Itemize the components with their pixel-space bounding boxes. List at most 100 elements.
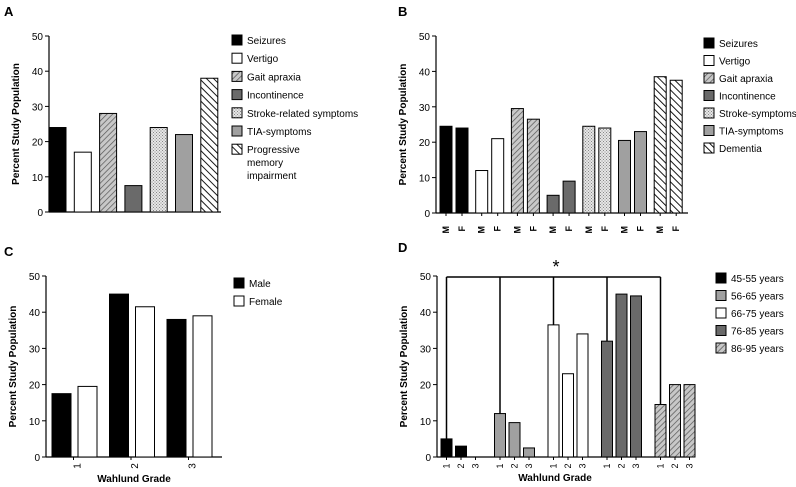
panel-d-x-tick-label: 3	[685, 463, 695, 468]
panel-d-bar	[508, 422, 521, 458]
panel-c-bar	[166, 318, 187, 458]
panel-c-y-tick-label: 20	[29, 381, 41, 392]
panel-a-y-tick-label: 0	[37, 208, 43, 219]
panel-b-bar	[582, 125, 596, 214]
panel-d-legend-label: 76-85 years	[731, 327, 784, 338]
panel-c-legend-label: Male	[249, 279, 271, 290]
panel-b-x-tick-label: M	[655, 226, 665, 234]
panel-b-x-tick-label: F	[564, 226, 574, 232]
panel-b-legend-swatch	[703, 37, 715, 49]
panel-a-bar	[73, 151, 92, 213]
panel-b-x-tick-label: M	[548, 226, 558, 234]
panel-d-bar	[523, 447, 535, 458]
panel-a-legend-swatch	[231, 52, 243, 64]
panel-b-bar	[669, 79, 683, 214]
panel-d-letter: D	[398, 240, 407, 255]
panel-b-x-tick-label: M	[512, 226, 522, 234]
panel-b-legend-label: Stroke-symptoms	[719, 109, 796, 120]
panel-d-x-tick-label: 1	[495, 463, 505, 468]
panel-b-legend-swatch	[703, 142, 715, 154]
panel-a-bar	[48, 127, 67, 213]
panel-c-x-tick-label: 3	[188, 463, 199, 469]
panel-d-y-tick-label: 10	[420, 417, 432, 428]
panel-a-legend-label: impairment	[247, 171, 297, 182]
panel-d-x-tick-label: 2	[456, 463, 466, 468]
panel-b-x-tick-label: F	[493, 226, 503, 232]
panel-c-legend-swatch	[233, 295, 245, 307]
panel-d-bar	[440, 438, 453, 458]
panel-b-bar	[653, 76, 667, 214]
panel-a-y-tick-label: 10	[32, 173, 44, 184]
panel-d-bar	[576, 333, 589, 458]
panel-b-legend-swatch	[703, 55, 715, 66]
panel-b-legend-label: Dementia	[719, 144, 762, 155]
panel-b-y-axis-title: Percent Study Population	[398, 64, 409, 186]
panel-d-x-tick-label: 1	[442, 463, 452, 468]
panel-b-bar	[455, 127, 469, 214]
panel-a-legend-label: Gait apraxia	[247, 72, 301, 83]
panel-a-letter: A	[4, 4, 14, 19]
panel-c-bar	[192, 315, 213, 458]
panel-c-x-axis-title: Wahlund Grade	[97, 474, 171, 485]
panel-c-y-axis-title: Percent Study Population	[8, 306, 19, 428]
panel-a-bar	[124, 185, 143, 213]
panel-a-bar	[99, 112, 118, 213]
panel-b-bar	[598, 127, 612, 214]
panel-c-legend-swatch	[233, 277, 245, 289]
panel-d-x-tick-label: 1	[602, 463, 612, 468]
panel-c-legend-label: Female	[249, 297, 283, 308]
panel-b-legend-swatch	[703, 90, 715, 101]
panel-a-legend-swatch	[231, 143, 243, 155]
panel-a-bar	[200, 77, 219, 213]
panel-b-bar	[546, 194, 560, 214]
panel-c-bar	[51, 393, 72, 458]
panel-a-legend-swatch	[231, 107, 243, 119]
panel-b-bar	[491, 138, 505, 214]
panel-b-bar	[439, 125, 453, 214]
panel-d-bar	[601, 340, 613, 458]
panel-a-chart: 0 10 20 30 40 50 Percent Study Population Seizu…	[11, 32, 358, 219]
panel-d-x-tick-label: 2	[563, 463, 573, 468]
panel-b-x-tick-label: F	[528, 226, 538, 232]
panel-d-bar	[669, 384, 681, 458]
panel-d-legend-swatch	[715, 325, 727, 336]
panel-a-y-tick-label: 40	[32, 67, 44, 78]
panel-a-legend-label: Progressive	[247, 145, 300, 156]
panel-b-bar	[634, 131, 647, 214]
panel-b-y-tick-label: 10	[419, 174, 431, 185]
panel-b-legend-label: Incontinence	[719, 92, 776, 103]
panel-a-legend-label: Seizures	[247, 36, 286, 47]
panel-d-x-tick-label: 3	[631, 463, 641, 468]
panel-d-y-axis-title: Percent Study Population	[399, 306, 410, 428]
panel-b-y-tick-label: 40	[419, 67, 431, 78]
panel-b-x-tick-label: F	[457, 226, 467, 232]
panel-a-legend-swatch	[231, 125, 243, 137]
panel-b-bar	[510, 108, 524, 214]
panel-d-y-tick-label: 40	[420, 308, 432, 319]
panel-a-bar	[175, 134, 193, 213]
panel-a-y-tick-label: 30	[32, 102, 44, 113]
panel-c-x-tick-label: 2	[130, 463, 141, 469]
panel-d-x-tick-label: 3	[578, 463, 588, 468]
panel-b-bar	[526, 118, 540, 214]
panel-b-x-tick-label: M	[620, 226, 630, 234]
panel-d-bar	[562, 373, 574, 458]
panel-b-y-tick-label: 50	[419, 32, 431, 43]
panel-b-legend-swatch	[703, 72, 715, 84]
panel-d-legend-swatch	[715, 272, 727, 284]
panel-b-x-tick-label: F	[671, 226, 681, 232]
panel-b-x-tick-label: M	[441, 226, 451, 234]
panel-d-legend-label: 56-65 years	[731, 292, 784, 303]
panel-b-legend-label: TIA-symptoms	[719, 127, 783, 138]
panel-d-x-tick-label: 1	[549, 463, 559, 468]
panel-a-y-tick-label: 20	[32, 138, 44, 149]
panel-b-x-tick-label: M	[584, 226, 594, 234]
panel-d-x-axis-title: Wahlund Grade	[518, 473, 592, 484]
panel-a-legend-swatch	[231, 34, 243, 46]
panel-c-y-tick-label: 0	[34, 453, 40, 464]
panel-d-x-tick-label: 1	[656, 463, 666, 468]
panel-b-legend-label: Seizures	[719, 39, 758, 50]
panel-d-significance-star: *	[552, 257, 559, 277]
